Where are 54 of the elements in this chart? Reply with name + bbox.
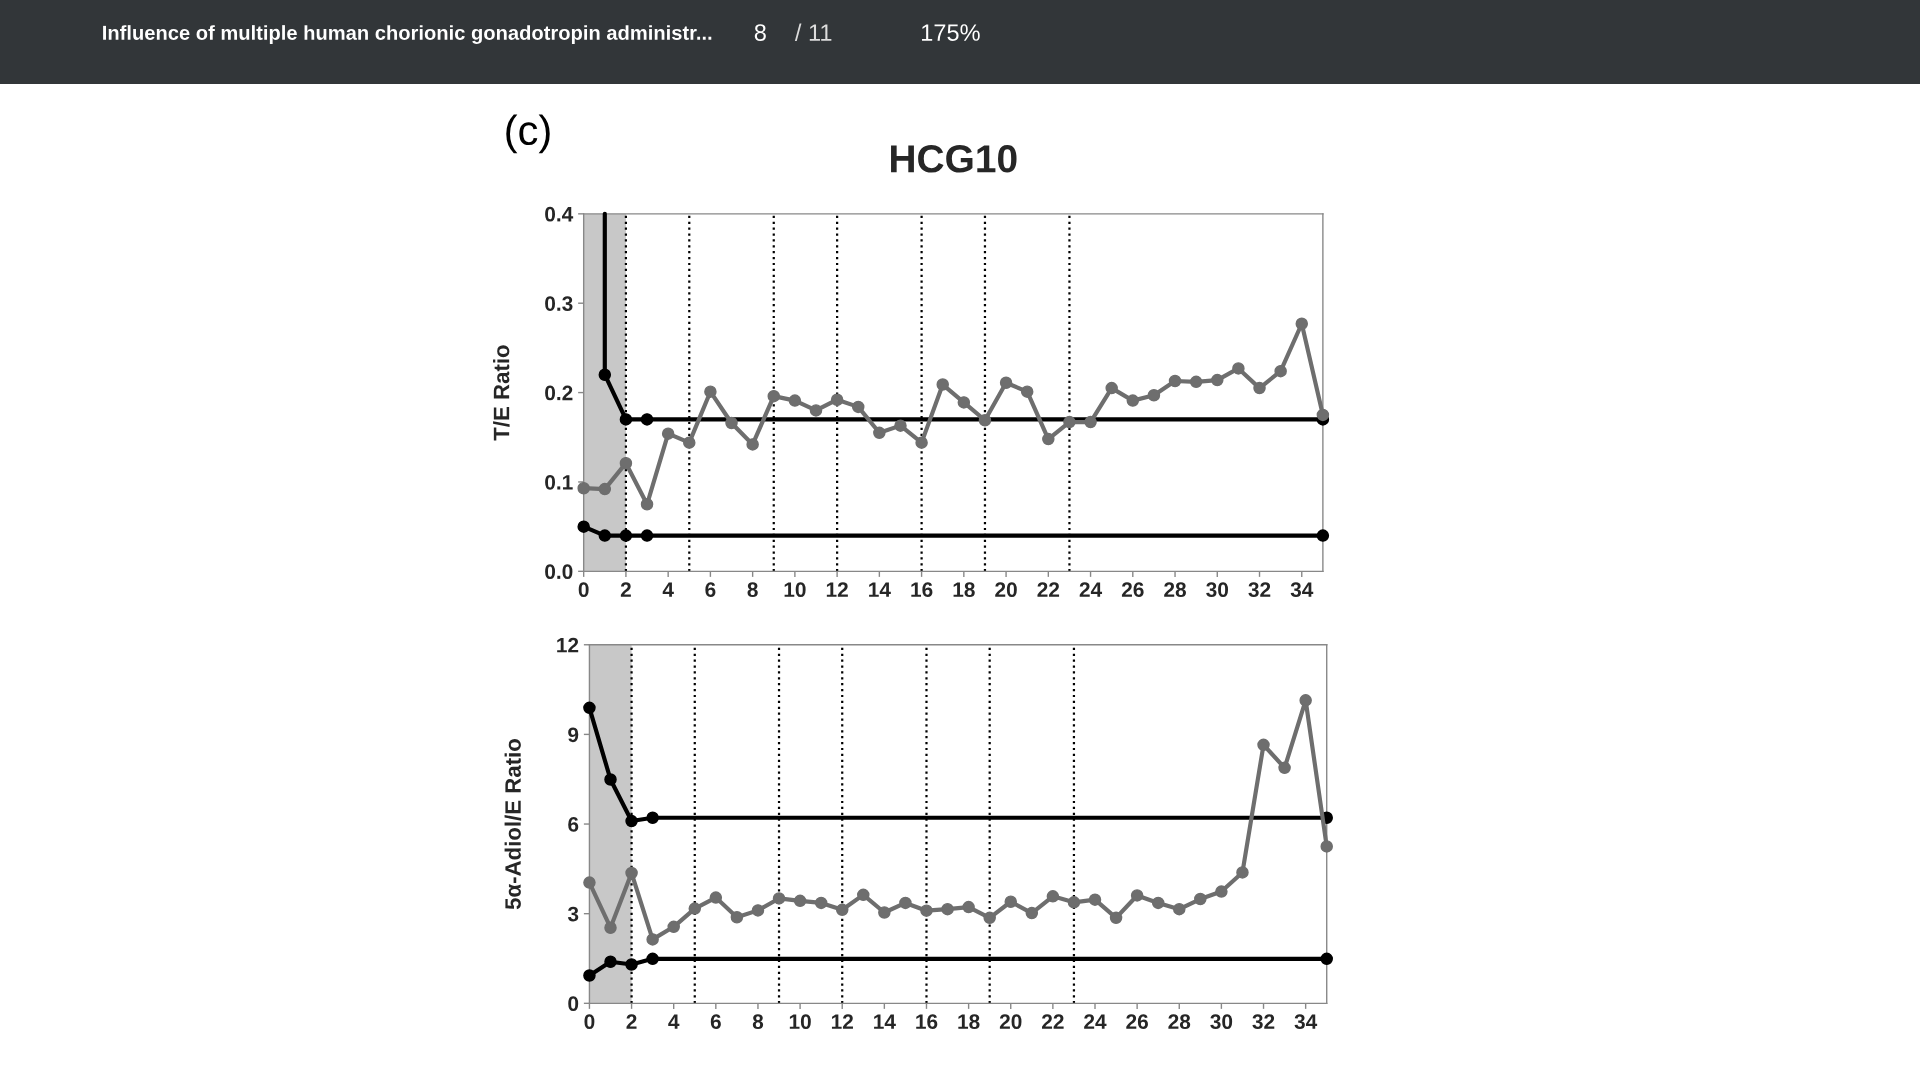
x-tick-label: 32 bbox=[1248, 582, 1271, 598]
x-tick-label: 28 bbox=[1168, 1014, 1191, 1030]
x-tick-label: 8 bbox=[747, 582, 758, 598]
text: Influence of multiple human chorionic gonadotropin administr... bbox=[103, 25, 712, 44]
x-tick-label: 30 bbox=[1210, 1014, 1233, 1030]
text: (c) bbox=[506, 114, 550, 154]
x-tick-label: 6 bbox=[705, 582, 716, 598]
x-tick-label: 32 bbox=[1252, 1014, 1275, 1030]
x-tick-label: 14 bbox=[874, 1014, 896, 1029]
x-tick-label: 18 bbox=[953, 582, 975, 598]
x-tick-label: 8 bbox=[752, 1014, 764, 1030]
x-tick-label: 2 bbox=[620, 582, 631, 597]
x-tick-label: 6 bbox=[710, 1014, 721, 1030]
x-tick-label: 26 bbox=[1126, 1014, 1148, 1030]
x-tick-label: 14 bbox=[869, 582, 891, 597]
y-tick-label: 0.0 bbox=[545, 564, 573, 580]
x-tick-label: 10 bbox=[784, 582, 806, 598]
x-tick-label: 12 bbox=[831, 1014, 853, 1029]
y-tick-label: 9 bbox=[568, 727, 579, 743]
x-tick-label: 30 bbox=[1206, 582, 1229, 598]
x-tick-label: 20 bbox=[995, 582, 1017, 598]
x-tick-label: 0 bbox=[584, 1014, 595, 1030]
x-tick-label: 22 bbox=[1042, 1014, 1064, 1029]
x-tick-label: 4 bbox=[662, 582, 674, 597]
x-tick-label: 24 bbox=[1079, 582, 1103, 597]
x-tick-label: 22 bbox=[1037, 582, 1060, 597]
text: / 11 bbox=[794, 23, 832, 41]
x-tick-label: 16 bbox=[916, 1014, 938, 1030]
y-tick-label: 6 bbox=[568, 817, 579, 832]
y-tick-label: 0.2 bbox=[545, 385, 573, 401]
x-tick-label: 16 bbox=[911, 582, 933, 598]
y-tick-label: 3 bbox=[567, 906, 579, 922]
x-tick-label: 20 bbox=[999, 1014, 1022, 1030]
x-tick-label: 2 bbox=[626, 1014, 637, 1029]
y-tick-label: 0.3 bbox=[545, 296, 573, 311]
y-axis-title: T/E Ratio bbox=[493, 345, 510, 441]
x-tick-label: 28 bbox=[1164, 582, 1186, 598]
y-tick-label: 0 bbox=[568, 996, 579, 1012]
x-tick-label: 10 bbox=[789, 1014, 811, 1030]
y-tick-label: 0.4 bbox=[545, 206, 574, 222]
x-tick-label: 34 bbox=[1294, 1014, 1318, 1030]
x-tick-label: 12 bbox=[826, 582, 848, 597]
chart-title: HCG10 bbox=[891, 145, 1017, 173]
y-tick-label: 0.1 bbox=[545, 474, 573, 490]
x-tick-label: 4 bbox=[668, 1014, 680, 1029]
x-tick-label: 26 bbox=[1121, 582, 1144, 598]
x-tick-label: 0 bbox=[578, 582, 589, 598]
text: 8 bbox=[754, 24, 766, 41]
x-tick-label: 24 bbox=[1084, 1014, 1107, 1029]
text: 175% bbox=[922, 24, 980, 41]
x-tick-label: 18 bbox=[958, 1014, 980, 1030]
y-tick-label: 12 bbox=[557, 637, 579, 653]
x-tick-label: 34 bbox=[1290, 582, 1314, 598]
y-axis-title: 5α-Adiol/E Ratio bbox=[504, 739, 522, 910]
